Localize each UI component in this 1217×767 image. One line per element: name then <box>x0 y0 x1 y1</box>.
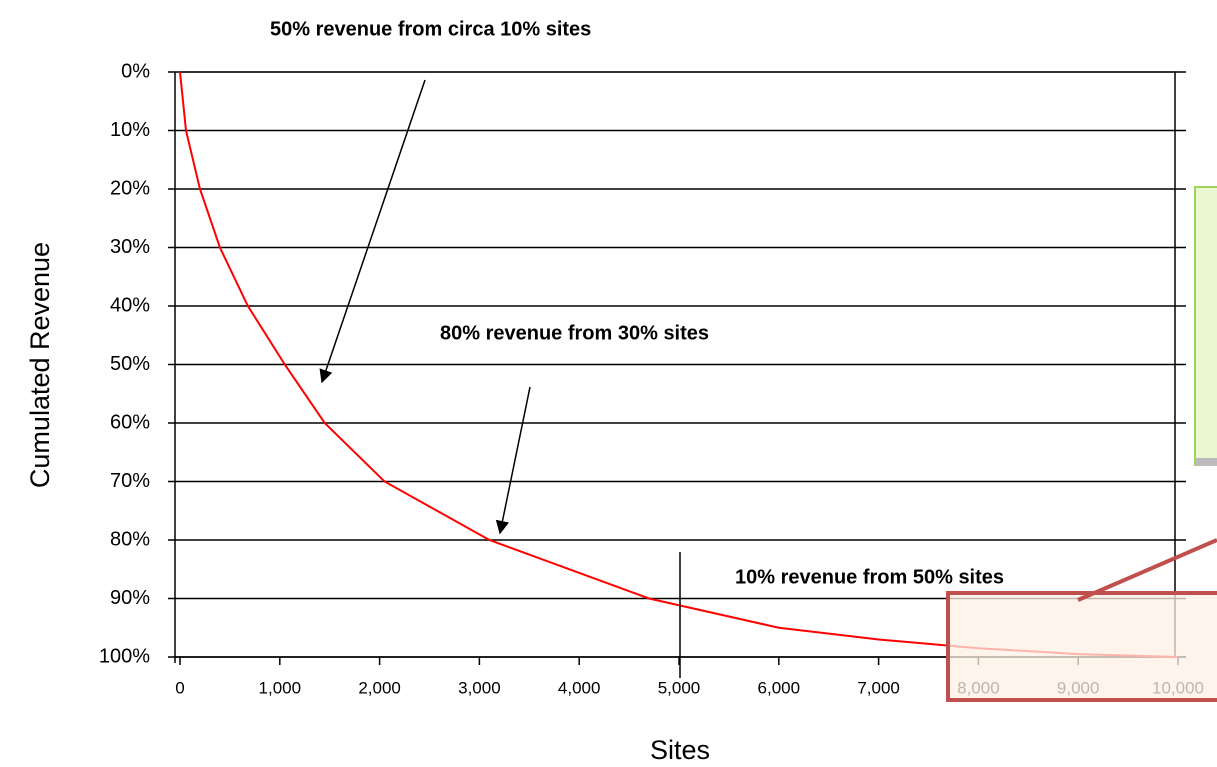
x-tick-label: 3,000 <box>458 678 501 697</box>
x-axis-title: Sites <box>650 735 710 765</box>
line-series <box>179 71 1179 658</box>
y-tick-label: 20% <box>110 177 150 199</box>
annotation: 50% revenue from circa 10% sites <box>270 18 591 40</box>
x-tick-label: 0 <box>175 678 184 697</box>
y-tick-label: 90% <box>110 587 150 609</box>
y-tick-label: 70% <box>110 470 150 492</box>
highlight-box <box>946 591 1217 702</box>
highlight-pointer <box>1077 538 1217 602</box>
y-tick-label: 0% <box>121 60 150 82</box>
annotation: 10% revenue from 50% sites <box>735 566 1004 588</box>
x-tick-label: 5,000 <box>658 678 701 697</box>
callout-box <box>1194 186 1217 466</box>
y-tick-label: 80% <box>110 528 150 550</box>
y-axis-title: Cumulated Revenue <box>25 242 55 488</box>
annotation: 80% revenue from 30% sites <box>440 322 709 344</box>
x-tick-label: 4,000 <box>558 678 601 697</box>
x-tick-label: 6,000 <box>758 678 801 697</box>
y-tick-label: 100% <box>99 645 150 667</box>
y-tick-label: 60% <box>110 411 150 433</box>
y-tick-label: 40% <box>110 294 150 316</box>
x-tick-label: 1,000 <box>259 678 302 697</box>
plot-area: 0% 10% 20% 30% 40% 50% 60% 70% 80% 90% 100% 0 1,000 2… <box>99 60 1204 697</box>
callout-shadow <box>1195 458 1217 466</box>
x-tick-label: 2,000 <box>358 678 401 697</box>
arrow <box>319 79 426 384</box>
y-tick-label: 10% <box>110 119 150 141</box>
y-tick-label: 50% <box>110 353 150 375</box>
x-tick-label: 7,000 <box>857 678 900 697</box>
arrow <box>495 386 531 535</box>
y-tick-label: 30% <box>110 236 150 258</box>
